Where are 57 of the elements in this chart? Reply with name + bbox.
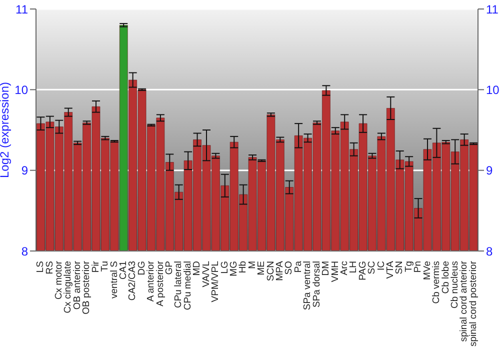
y-tick-label: 11 bbox=[16, 2, 28, 16]
x-tick-label: Cx motor bbox=[54, 261, 65, 300]
y2-tick-label: 10 bbox=[486, 82, 500, 97]
x-tick-label: spinal cord anterior bbox=[458, 261, 470, 342]
x-tick-label: MPA bbox=[274, 260, 286, 281]
x-tick-label: SN bbox=[394, 260, 406, 274]
y-tick-label: 9 bbox=[21, 164, 28, 178]
x-tick-label: LH bbox=[348, 260, 360, 274]
x-tick-label: VA/VL bbox=[200, 261, 212, 288]
x-tick-label: A posterior bbox=[154, 261, 166, 306]
y2-tick-label: 9 bbox=[486, 164, 493, 178]
y2-tick-label: 11 bbox=[486, 2, 499, 16]
x-tick-label: Pn bbox=[412, 261, 424, 273]
x-tick-label: Pir bbox=[90, 261, 102, 273]
x-tick-label: CPu medial bbox=[182, 261, 194, 310]
y-tick-label: 8 bbox=[21, 244, 28, 258]
x-tick-label: Cb lobe bbox=[440, 261, 452, 294]
y-tick-label: 10 bbox=[14, 82, 28, 97]
x-tick-label: RS bbox=[44, 261, 56, 274]
x-tick-label: ME bbox=[256, 261, 268, 276]
x-tick-label: SC bbox=[366, 260, 378, 274]
x-tick-label: spinal cord posterior bbox=[468, 261, 479, 347]
x-tick-label: CPu lateral bbox=[173, 261, 184, 308]
x-tick-label: ventral S bbox=[108, 261, 120, 298]
x-tick-label: DM bbox=[320, 260, 332, 276]
x-tick-label: SPa dorsal bbox=[311, 261, 322, 308]
x-tick-label: OB posterior bbox=[81, 261, 92, 314]
x-tick-label: Cb nucleus bbox=[449, 260, 460, 309]
x-tick-label: MG bbox=[228, 261, 240, 276]
y-axis-title: Log2 (expression) bbox=[0, 82, 12, 178]
y2-tick-label: 8 bbox=[486, 244, 493, 258]
x-tick-label: MVe bbox=[422, 261, 433, 280]
x-tick-label: M bbox=[246, 260, 258, 269]
x-tick-label: VPM/VPL bbox=[210, 261, 222, 302]
x-tick-label: DG bbox=[136, 261, 148, 276]
x-tick-label: VMH bbox=[330, 260, 341, 282]
x-tick-label: CA2/CA3 bbox=[127, 261, 138, 301]
x-tick-label: Arc bbox=[338, 260, 350, 276]
x-tick-label: SCN bbox=[265, 260, 276, 282]
x-tick-label: OB anterior bbox=[72, 261, 83, 310]
x-tick-label: SPa ventral bbox=[302, 261, 314, 310]
x-tick-label: MD bbox=[192, 260, 203, 276]
x-tick-label: SO bbox=[284, 261, 295, 275]
x-tick-label: Cb vermis bbox=[431, 260, 442, 304]
x-tick-label: LS bbox=[35, 261, 46, 273]
x-tick-label: Hb bbox=[238, 261, 249, 274]
x-tick-label: CA1 bbox=[118, 261, 129, 280]
x-tick-label: A anterior bbox=[146, 261, 157, 302]
x-tick-label: Pa bbox=[292, 260, 304, 273]
x-tick-label: GP bbox=[164, 261, 176, 275]
x-tick-label: IC bbox=[376, 260, 387, 270]
x-tick-label: LG bbox=[219, 261, 230, 274]
x-tick-label: PAG bbox=[357, 261, 368, 280]
x-tick-label: Cx cingulate bbox=[62, 261, 74, 314]
x-tick-label: Tu bbox=[100, 261, 111, 272]
x-tick-label: Tg bbox=[403, 261, 414, 272]
x-tick-label: VTA bbox=[385, 260, 396, 279]
